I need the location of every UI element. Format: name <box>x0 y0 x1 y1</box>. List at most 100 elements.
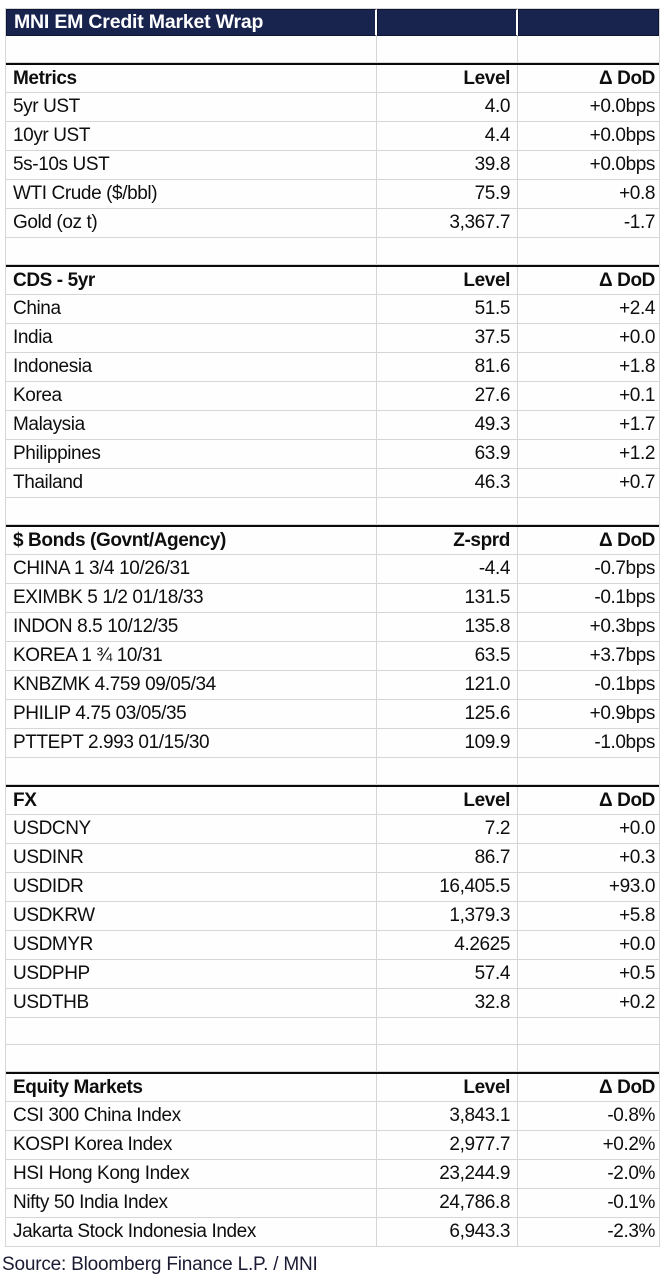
title-bar: MNI EM Credit Market Wrap <box>6 8 659 36</box>
row-level: 51.5 <box>377 295 518 323</box>
table-body: Metrics Level Δ DoD 5yr UST 4.0 +0.0bps 10yr U… <box>6 36 659 1247</box>
table-row: 5s-10s UST 39.8 +0.0bps <box>6 151 659 180</box>
change-column-header: Δ DoD <box>599 529 655 551</box>
spacer-cell <box>6 1018 377 1044</box>
table-row: CHINA 1 3/4 10/26/31 -4.4 -0.7bps <box>6 555 659 584</box>
row-level: 4.2625 <box>377 931 518 959</box>
spacer-row <box>6 498 659 525</box>
table-row: India 37.5 +0.0 <box>6 324 659 353</box>
spacer-cell <box>377 758 518 784</box>
spacer-row <box>6 36 659 63</box>
row-label: KOREA 1 ¾ 10/31 <box>6 642 377 670</box>
table-row: KOREA 1 ¾ 10/31 63.5 +3.7bps <box>6 642 659 671</box>
row-change: +0.7 <box>619 472 655 493</box>
row-level: 6,943.3 <box>377 1218 518 1246</box>
spacer-cell <box>377 238 518 264</box>
table-row: WTI Crude ($/bbl) 75.9 +0.8 <box>6 180 659 209</box>
section-title: FX <box>6 787 377 814</box>
row-change: -0.7bps <box>594 558 655 579</box>
row-change: +0.0bps <box>589 96 656 117</box>
table-row: USDTHB 32.8 +0.2 <box>6 989 659 1018</box>
section-header-row: $ Bonds (Govnt/Agency) Z-sprd Δ DoD <box>6 525 659 555</box>
row-level: 3,843.1 <box>377 1102 518 1130</box>
table-row: USDPHP 57.4 +0.5 <box>6 960 659 989</box>
row-label: KOSPI Korea Index <box>6 1131 377 1159</box>
table-row: Nifty 50 India Index 24,786.8 -0.1% <box>6 1189 659 1218</box>
table-row: EXIMBK 5 1/2 01/18/33 131.5 -0.1bps <box>6 584 659 613</box>
spacer-cell <box>518 36 659 62</box>
row-label: USDTHB <box>6 989 377 1017</box>
row-level: 7.2 <box>377 815 518 843</box>
table-row: 10yr UST 4.4 +0.0bps <box>6 122 659 151</box>
row-level: 86.7 <box>377 844 518 872</box>
row-label: PTTEPT 2.993 01/15/30 <box>6 729 377 757</box>
row-label: China <box>6 295 377 323</box>
row-level: 32.8 <box>377 989 518 1017</box>
row-label: Malaysia <box>6 411 377 439</box>
spacer-row <box>6 1045 659 1072</box>
spacer-cell <box>518 1018 659 1044</box>
table-row: Korea 27.6 +0.1 <box>6 382 659 411</box>
row-change: +1.7 <box>619 414 655 435</box>
value-column-header: Z-sprd <box>377 527 518 554</box>
table-row: INDON 8.5 10/12/35 135.8 +0.3bps <box>6 613 659 642</box>
row-change: +0.8 <box>619 183 655 204</box>
section-header-row: FX Level Δ DoD <box>6 785 659 815</box>
spacer-cell <box>518 238 659 264</box>
row-level: 125.6 <box>377 700 518 728</box>
row-level: 39.8 <box>377 151 518 179</box>
row-label: CSI 300 China Index <box>6 1102 377 1130</box>
spacer-cell <box>518 1045 659 1071</box>
row-change: +5.8 <box>619 905 655 926</box>
row-label: 10yr UST <box>6 122 377 150</box>
row-label: Indonesia <box>6 353 377 381</box>
section-title: Metrics <box>6 65 377 92</box>
section-title: Equity Markets <box>6 1074 377 1101</box>
row-change: +0.0 <box>619 818 655 839</box>
row-level: 2,977.7 <box>377 1131 518 1159</box>
table-row: Gold (oz t) 3,367.7 -1.7 <box>6 209 659 238</box>
source-note: Source: Bloomberg Finance L.P. / MNI <box>2 1254 318 1275</box>
spacer-cell <box>6 498 377 524</box>
row-change: +0.5 <box>619 963 655 984</box>
table-row: Malaysia 49.3 +1.7 <box>6 411 659 440</box>
row-level: -4.4 <box>377 555 518 583</box>
row-label: Thailand <box>6 469 377 497</box>
spacer-cell <box>377 1045 518 1071</box>
em-credit-wrap-sheet: MNI EM Credit Market Wrap Metrics Level Δ … <box>5 8 660 1247</box>
row-change: -2.0% <box>607 1163 655 1184</box>
table-row: PHILIP 4.75 03/05/35 125.6 +0.9bps <box>6 700 659 729</box>
table-row: China 51.5 +2.4 <box>6 295 659 324</box>
table-row: Indonesia 81.6 +1.8 <box>6 353 659 382</box>
title-cell: MNI EM Credit Market Wrap <box>6 8 377 36</box>
row-label: Gold (oz t) <box>6 209 377 237</box>
row-level: 131.5 <box>377 584 518 612</box>
row-change: +1.2 <box>619 443 655 464</box>
row-change: +0.3 <box>619 847 655 868</box>
spacer-cell <box>377 1018 518 1044</box>
table-row: Thailand 46.3 +0.7 <box>6 469 659 498</box>
value-column-header: Level <box>377 787 518 814</box>
spacer-cell <box>518 758 659 784</box>
row-label: 5s-10s UST <box>6 151 377 179</box>
spacer-cell <box>377 36 518 62</box>
row-change: -0.1bps <box>594 587 655 608</box>
change-column-header: Δ DoD <box>599 67 655 89</box>
row-label: Korea <box>6 382 377 410</box>
table-row: CSI 300 China Index 3,843.1 -0.8% <box>6 1102 659 1131</box>
row-label: USDPHP <box>6 960 377 988</box>
row-label: CHINA 1 3/4 10/26/31 <box>6 555 377 583</box>
row-level: 57.4 <box>377 960 518 988</box>
page-title: MNI EM Credit Market Wrap <box>14 10 264 33</box>
title-bar-spacer-cell <box>377 8 518 36</box>
row-change: +0.2% <box>602 1134 656 1155</box>
row-label: USDCNY <box>6 815 377 843</box>
row-label: Jakarta Stock Indonesia Index <box>6 1218 377 1246</box>
row-level: 1,379.3 <box>377 902 518 930</box>
row-level: 3,367.7 <box>377 209 518 237</box>
title-bar-spacer-cell <box>518 8 659 36</box>
row-label: Philippines <box>6 440 377 468</box>
table-row: 5yr UST 4.0 +0.0bps <box>6 93 659 122</box>
row-change: -0.8% <box>607 1105 655 1126</box>
row-change: -0.1bps <box>594 674 655 695</box>
